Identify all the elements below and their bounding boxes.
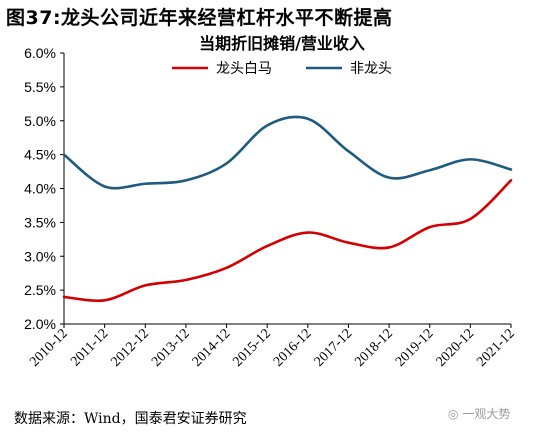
y-tick-label: 4.5% <box>24 147 56 163</box>
y-tick-label: 2.5% <box>24 282 56 298</box>
y-tick-label: 3.5% <box>24 214 56 230</box>
x-tick-label: 2021-12 <box>474 326 518 370</box>
y-tick-label: 4.0% <box>24 181 56 197</box>
x-tick-label: 2020-12 <box>434 326 478 370</box>
wechat-icon: ◎ <box>448 407 459 421</box>
x-tick-label: 2019-12 <box>393 326 437 370</box>
figure-title: 图37:龙头公司近年来经营杠杆水平不断提高 <box>6 7 393 29</box>
series-line-0 <box>62 179 513 303</box>
watermark: ◎ 一观大势 <box>448 405 510 422</box>
x-tick-label: 2011-12 <box>68 326 111 369</box>
y-tick-label: 2.0% <box>24 316 56 332</box>
y-tick-label: 5.0% <box>24 113 56 129</box>
x-tick-label: 2017-12 <box>312 326 356 370</box>
x-tick-label: 2012-12 <box>108 326 152 370</box>
x-tick-label: 2016-12 <box>271 326 315 370</box>
x-tick-label: 2014-12 <box>190 326 234 370</box>
y-tick-label: 3.0% <box>24 248 56 264</box>
legend-label-1: 非龙头 <box>350 61 392 77</box>
chart-title: 当期折旧摊销/营业收入 <box>199 34 365 53</box>
y-tick-label: 5.5% <box>24 79 56 95</box>
legend: 龙头白马 非龙头 <box>172 61 392 77</box>
y-tick-label: 6.0% <box>24 45 56 61</box>
x-tick-label: 2018-12 <box>352 326 396 370</box>
x-tick-label: 2010-12 <box>27 326 71 370</box>
axes: 2.0% 2.5% 3.0% 3.5% 4.0% 4.5% 5.0% 5.5% 6.0% 2010… <box>24 45 518 370</box>
series-line-1 <box>62 115 513 190</box>
x-tick-label: 2015-12 <box>230 326 274 370</box>
series-lines <box>62 115 513 303</box>
watermark-text: 一观大势 <box>462 407 511 421</box>
x-tick-label: 2013-12 <box>149 326 193 370</box>
source-note: 数据来源：Wind，国泰君安证券研究 <box>14 411 247 427</box>
legend-label-0: 龙头白马 <box>216 61 272 77</box>
